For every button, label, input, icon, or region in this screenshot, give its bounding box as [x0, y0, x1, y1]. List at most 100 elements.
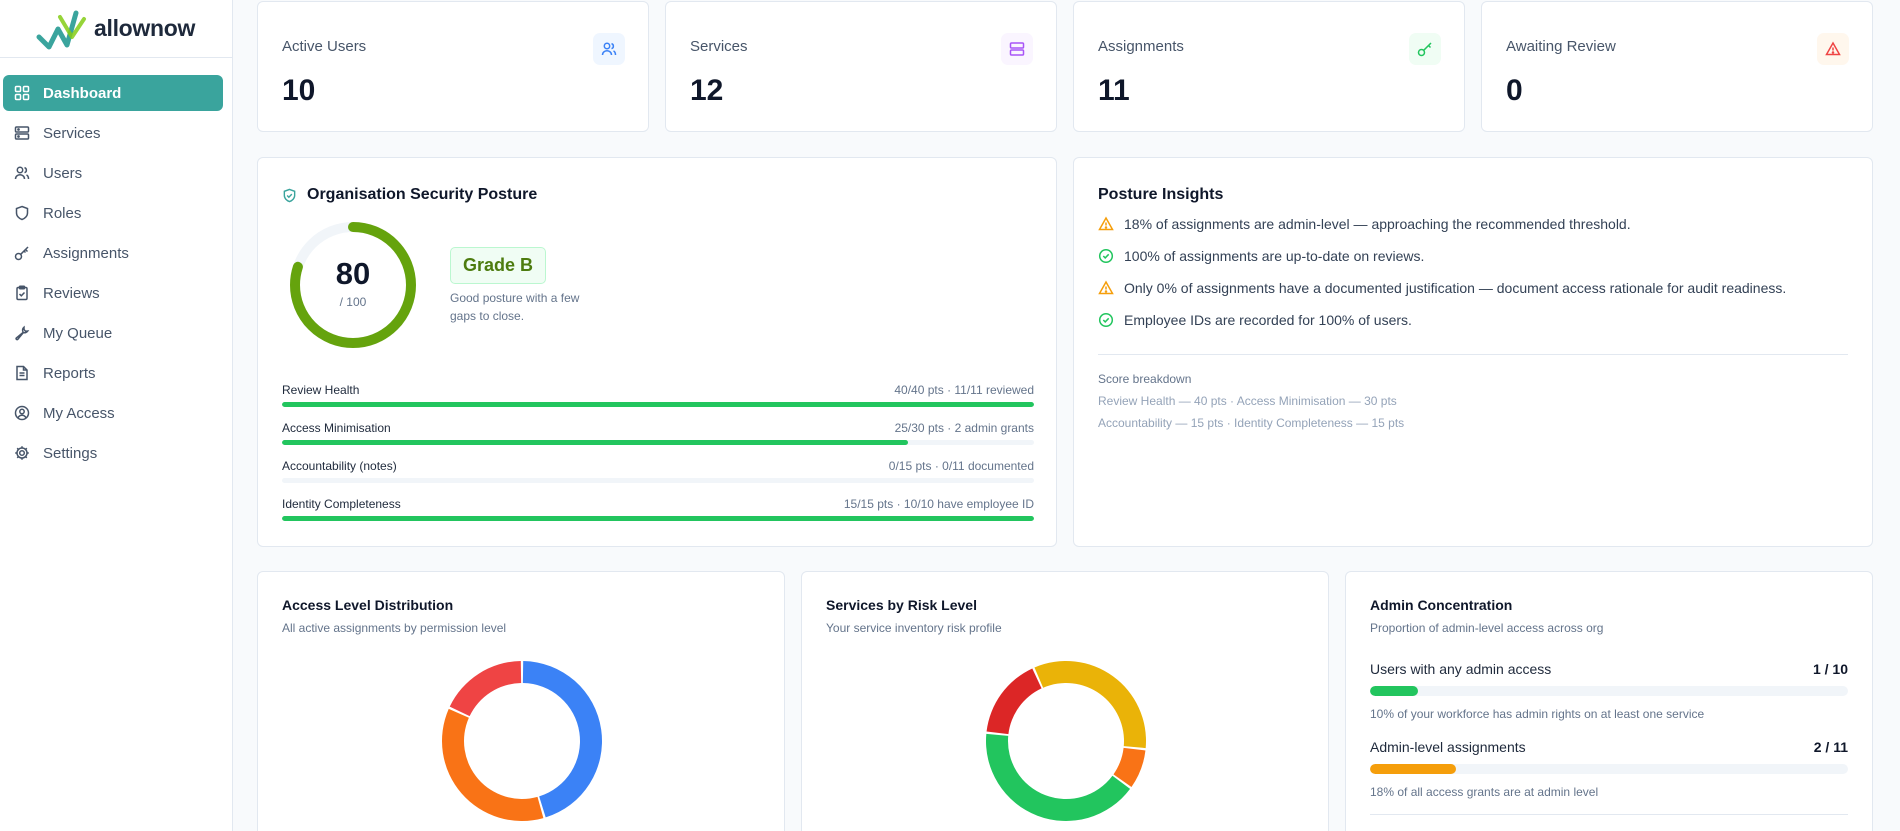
users-icon — [14, 166, 30, 180]
posture-score-max: / 100 — [339, 295, 367, 309]
users-icon — [601, 42, 617, 56]
logo[interactable]: allownow — [0, 0, 232, 58]
stat-card-services: Services 12 — [665, 1, 1057, 132]
metric-progress-bar — [282, 440, 1034, 445]
donut-slice[interactable] — [442, 708, 544, 821]
risk-level-donut-chart — [986, 661, 1146, 821]
metric-points: 15/15 pts · 10/10 have employee ID — [843, 497, 1034, 511]
donut-slice[interactable] — [1034, 661, 1146, 749]
chart-subtitle: Your service inventory risk profile — [826, 621, 1002, 635]
stat-icon-badge — [593, 33, 625, 65]
sidebar-item-services[interactable]: Services — [3, 115, 223, 151]
score-breakdown-line: Review Health — 40 pts · Access Minimisa… — [1098, 394, 1397, 408]
check-circle-icon — [1098, 312, 1114, 328]
sidebar-item-reviews[interactable]: Reviews — [3, 275, 223, 311]
admin-title: Admin Concentration — [1370, 597, 1513, 613]
sidebar-item-my-queue[interactable]: My Queue — [3, 315, 223, 351]
sidebar-item-label: My Queue — [43, 324, 113, 342]
donut-slice[interactable] — [1113, 747, 1146, 787]
chart-title: Services by Risk Level — [826, 597, 977, 613]
stat-card-active-users: Active Users 10 — [257, 1, 649, 132]
metric-progress-bar — [282, 516, 1034, 521]
file-text-icon — [16, 365, 28, 381]
donut-slice[interactable] — [986, 668, 1042, 735]
metric-progress-bar — [282, 478, 1034, 483]
admin-subtitle: Proportion of admin-level access across … — [1370, 621, 1604, 635]
admin-concentration-card: Admin Concentration Proportion of admin-… — [1345, 571, 1873, 831]
insight-text: Only 0% of assignments have a documented… — [1124, 280, 1787, 296]
user-circle-icon — [14, 405, 30, 421]
stat-value: 12 — [690, 74, 724, 107]
stat-value: 11 — [1098, 74, 1130, 107]
insight-item: 18% of assignments are admin-level — app… — [1098, 216, 1631, 232]
services-by-risk-card: Services by Risk Level Your service inve… — [801, 571, 1329, 831]
sidebar-item-label: Assignments — [43, 244, 129, 262]
chart-title: Access Level Distribution — [282, 597, 454, 613]
score-breakdown-line: Accountability — 15 pts · Identity Compl… — [1098, 416, 1405, 430]
sidebar-item-settings[interactable]: Settings — [3, 435, 223, 471]
donut-slice[interactable] — [449, 661, 522, 717]
insight-item: Employee IDs are recorded for 100% of us… — [1098, 312, 1412, 328]
warning-icon — [1825, 41, 1841, 56]
sidebar-item-reports[interactable]: Reports — [3, 355, 223, 391]
admin-users-progress-bar — [1370, 686, 1848, 696]
insight-item: 100% of assignments are up-to-date on re… — [1098, 248, 1424, 264]
access-level-donut-chart — [442, 661, 602, 821]
sidebar-item-label: Services — [43, 124, 101, 142]
chart-header: Access Level Distribution All active ass… — [282, 597, 506, 635]
conc-value: 1 / 10 — [1812, 661, 1848, 677]
sidebar-item-dashboard[interactable]: Dashboard — [3, 75, 223, 111]
stat-value: 0 — [1506, 74, 1523, 107]
sidebar-item-label: Roles — [43, 204, 82, 222]
warning-icon — [1098, 216, 1114, 231]
insight-text: 18% of assignments are admin-level — app… — [1124, 216, 1631, 232]
score-gauge — [290, 222, 416, 348]
sidebar-item-users[interactable]: Users — [3, 155, 223, 191]
key-icon — [14, 246, 29, 261]
warning-icon — [1098, 280, 1114, 295]
metric-progress-fill — [282, 440, 909, 445]
conc-divider — [1370, 814, 1848, 815]
logo-mark-icon — [36, 10, 86, 49]
chart-subtitle: All active assignments by permission lev… — [282, 621, 507, 635]
metric-progress-bar — [282, 402, 1034, 407]
conc-note: 18% of all access grants are at admin le… — [1370, 785, 1599, 799]
conc-note: 10% of your workforce has admin rights o… — [1370, 707, 1705, 721]
key-icon — [1417, 42, 1432, 57]
shield-check-icon — [283, 188, 296, 202]
donut-slice[interactable] — [522, 661, 602, 818]
sidebar-nav: Dashboard Services Users Roles Assignmen… — [0, 58, 232, 471]
access-level-distribution-card: Access Level Distribution All active ass… — [257, 571, 785, 831]
metric-name: Accountability (notes) — [282, 459, 397, 473]
sidebar-item-assignments[interactable]: Assignments — [3, 235, 223, 271]
admin-assignments-row: Admin-level assignments 2 / 11 — [1370, 739, 1848, 755]
conc-value: 2 / 11 — [1813, 739, 1848, 755]
gear-icon — [15, 446, 29, 460]
grid-icon — [14, 85, 30, 101]
metric-points: 25/30 pts · 2 admin grants — [894, 421, 1034, 435]
chart-header: Services by Risk Level Your service inve… — [826, 597, 1002, 635]
metric-points: 40/40 pts · 11/11 reviewed — [894, 383, 1034, 397]
sidebar-item-my-access[interactable]: My Access — [3, 395, 223, 431]
stat-label: Services — [690, 38, 748, 55]
metric-progress-fill — [282, 402, 1034, 407]
sidebar-item-roles[interactable]: Roles — [3, 195, 223, 231]
insight-text: 100% of assignments are up-to-date on re… — [1124, 248, 1425, 264]
stat-value: 10 — [282, 74, 316, 107]
clipboard-check-icon — [16, 285, 28, 301]
metric-name: Access Minimisation — [282, 421, 391, 435]
server-icon — [14, 126, 30, 140]
server-icon — [1009, 42, 1025, 56]
score-breakdown-title: Score breakdown — [1098, 372, 1192, 386]
security-posture-card: Organisation Security Posture 80 / 100 G… — [257, 157, 1057, 547]
stat-icon-badge — [1817, 33, 1849, 65]
admin-assignments-progress-bar — [1370, 764, 1848, 774]
stat-label: Awaiting Review — [1506, 38, 1616, 55]
metric-name: Identity Completeness — [282, 497, 401, 511]
admin-users-row: Users with any admin access 1 / 10 — [1370, 661, 1848, 677]
conc-fill — [1370, 764, 1457, 774]
check-circle-icon — [1098, 248, 1114, 264]
stat-card-awaiting-review: Awaiting Review 0 — [1481, 1, 1873, 132]
stat-label: Assignments — [1098, 38, 1184, 55]
donut-slice[interactable] — [986, 733, 1131, 821]
